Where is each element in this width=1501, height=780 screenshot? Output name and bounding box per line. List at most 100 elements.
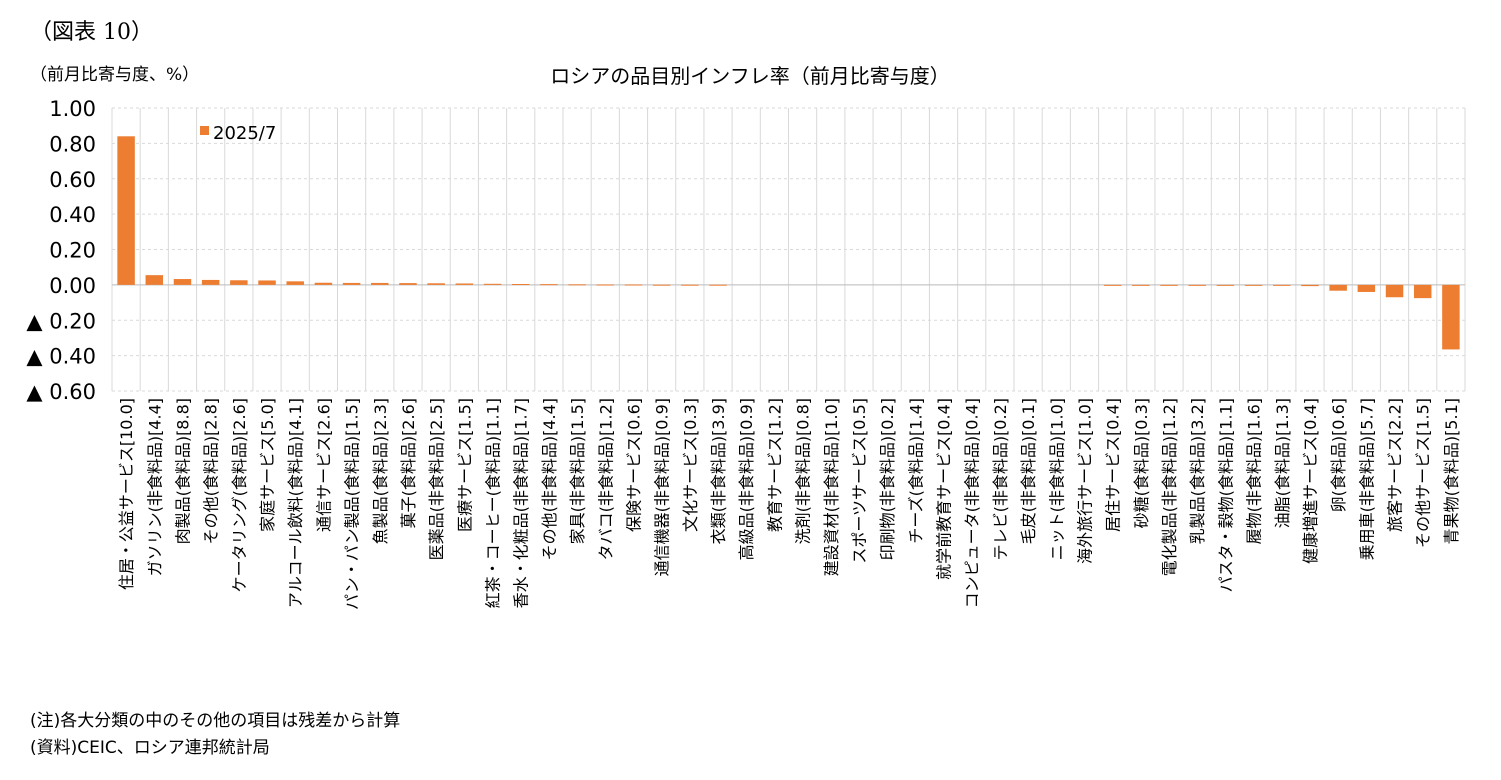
x-tick-label: 住居・公益サービス[10.0] [117,398,136,590]
x-tick-label: ガソリン(非食料品)[4.4] [145,398,164,576]
x-tick-label: 電化製品(非食料品)[1.2] [1160,398,1179,576]
legend-label: 2025/7 [213,123,276,144]
x-tick-label: 洗剤(非食料品)[0.8] [794,398,813,544]
bar [1273,284,1291,286]
x-tick-label: 衣類(非食料品)[3.9] [709,398,728,544]
x-tick-label: 健康増進サービス[0.4] [1301,398,1320,564]
legend-swatch [200,126,209,135]
x-tick-label: タバコ(非食料品)[1.2] [596,398,615,560]
x-tick-label: アルコール飲料(食料品)[4.1] [286,398,305,608]
bar [342,282,361,285]
y-tick-label: ▲ 0.20 [26,309,96,333]
bar [201,279,220,285]
x-tick-label: 肉製品(食料品)[8.8] [173,398,192,544]
x-tick-label: チーズ(食料品)[1.4] [906,398,925,544]
x-tick-label: ニット(非食料品)[1.0] [1047,398,1066,560]
x-tick-label: 居住サービス[0.4] [1104,398,1123,532]
y-tick-label: 0.20 [49,239,96,263]
x-tick-label: 高級品(非食料品)[0.9] [737,398,756,560]
x-tick-label: 家庭サービス[5.0] [258,398,277,532]
bar [540,284,558,286]
y-tick-label: ▲ 0.40 [26,345,96,369]
y-tick-label: 1.00 [49,97,96,121]
x-tick-label: 砂糖(食料品)[0.3] [1132,398,1151,528]
bar [371,282,389,285]
bar [1357,284,1376,292]
bar [1160,284,1178,286]
bar [652,284,671,286]
x-tick-label: 卵(食料品)[0.6] [1329,398,1348,512]
x-tick-label: 医療サービス[1.5] [455,398,474,532]
bar [568,284,586,286]
source-note: (資料)CEIC、ロシア連邦統計局 [30,738,270,758]
y-tick-label: 0.80 [49,132,96,156]
bar [1442,284,1460,350]
bar [1413,284,1432,299]
bar [511,283,530,285]
x-tick-label: 青果物(食料品)[5.1] [1442,398,1461,544]
x-tick-label: 毛皮(非食料品)[0.1] [1019,398,1038,544]
x-tick-label: ケータリング(食料品)[2.6] [230,398,249,592]
x-tick-label: 旅客サービス[2.2] [1386,398,1405,532]
x-tick-label: 履物(非食料品)[1.6] [1245,398,1264,544]
bar [258,280,276,285]
bar [1103,284,1122,286]
bar [314,282,333,285]
x-tick-label: 通信機器(非食料品)[0.9] [653,398,672,576]
y-tick-label: 0.00 [49,274,96,298]
bar [1385,284,1404,298]
bar [681,284,699,286]
x-tick-label: その他サービス[1.5] [1414,398,1433,548]
x-tick-label: 教育サービス[1.2] [765,398,784,532]
figure-label: （図表 10） [30,20,153,45]
bar [145,275,164,285]
x-tick-label: 文化サービス[0.3] [681,398,700,532]
x-tick-label: 菓子(食料品)[2.6] [399,398,418,528]
x-tick-label: その他(非食料品)[4.4] [540,398,559,560]
x-tick-label: スポーツサービス[0.5] [850,398,869,564]
y-tick-label: ▲ 0.60 [26,380,96,404]
bar [1244,284,1263,286]
x-tick-label: 油脂(食料品)[1.3] [1273,398,1292,528]
bar [286,281,304,285]
bar [1329,284,1347,291]
chart-title: ロシアの品目別インフレ率（前月比寄与度） [550,64,950,88]
y-tick-label: 0.60 [49,168,96,192]
footnote: (注)各大分類の中のその他の項目は残差から計算 [30,711,401,731]
bar [117,136,135,285]
bar-chart: 1.00 0.80 0.60 0.40 0.20 0.00 ▲ 0.20 ▲ 0.40 ▲ 0.… [26,97,1466,610]
x-tick-label: 就学前教育サービス[0.4] [935,398,954,580]
y-tick-label: 0.40 [49,203,96,227]
x-tick-label: コンピュータ(非食料品)[0.4] [963,398,982,608]
bar [230,280,248,285]
bar [596,284,615,286]
x-tick-label: 香水・化粧品(非食料品)[1.7] [512,398,531,608]
bar [173,279,192,285]
x-tick-label: 海外旅行サービス[1.0] [1075,398,1094,564]
x-tick-label: 保険サービス[0.6] [624,398,643,532]
x-tick-label: 通信サービス[2.6] [314,398,333,532]
x-tick-label: 紅茶・コーヒー(食料品)[1.1] [484,398,503,608]
bar [709,284,727,286]
x-tick-label: 家具(非食料品)[1.5] [568,398,587,544]
bar [427,283,445,285]
bar [1301,284,1319,287]
x-tick-label: 魚製品(食料品)[2.3] [371,398,390,544]
bar [455,283,474,285]
bar [399,283,417,285]
bar [1216,284,1235,286]
bar [1188,284,1206,286]
x-tick-label: パスタ・穀物(食料品)[1.1] [1216,398,1235,592]
x-tick-label: 乳製品(食料品)[3.2] [1188,398,1207,544]
bar [1132,284,1150,286]
x-tick-label: パン・パン製品(食料品)[1.5] [343,398,362,610]
x-tick-label: その他(食料品)[2.8] [202,398,221,544]
unit-label: （前月比寄与度、%） [30,65,200,85]
x-tick-label: 建設資材(非食料品)[1.0] [822,398,841,576]
x-tick-label: 印刷物(非食料品)[0.2] [878,398,897,560]
bar [624,284,643,286]
x-tick-label: テレビ(非食料品)[0.2] [991,398,1010,560]
x-tick-label: 乗用車(非食料品)[5.7] [1357,398,1376,560]
x-tick-label: 医薬品(非食料品)[2.5] [427,398,446,560]
bar [483,283,502,285]
